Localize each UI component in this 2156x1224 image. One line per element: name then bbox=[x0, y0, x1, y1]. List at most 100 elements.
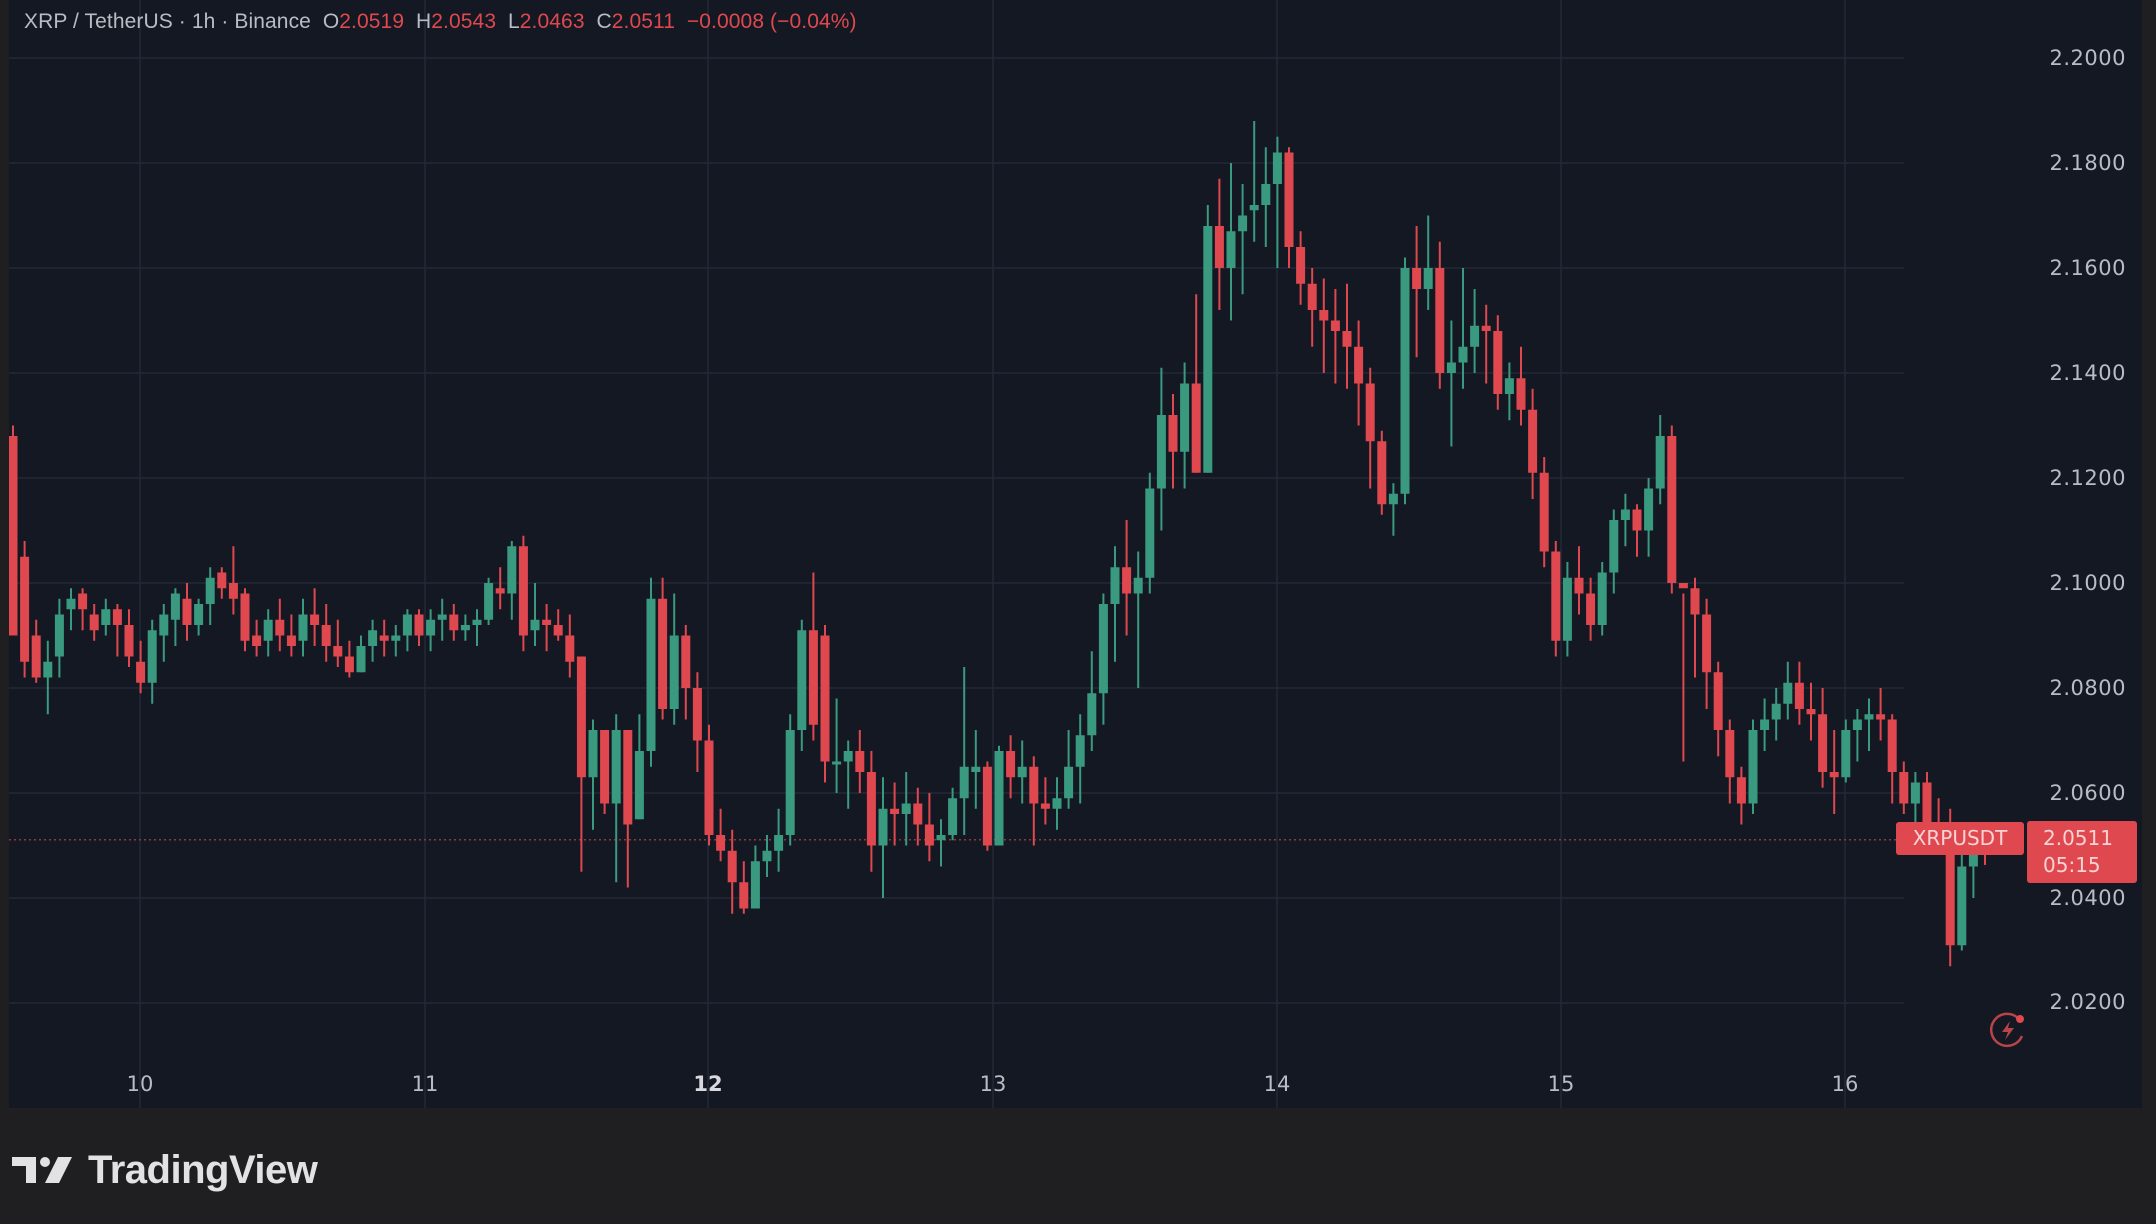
candle-body bbox=[402, 614, 412, 636]
candle-body bbox=[356, 646, 366, 673]
price-tick: 2.1200 bbox=[2049, 466, 2126, 490]
candle-body bbox=[217, 572, 227, 589]
candle-body bbox=[1852, 719, 1862, 730]
candle-body bbox=[472, 619, 482, 625]
low-value: 2.0463 bbox=[519, 10, 585, 33]
symbol-name[interactable]: XRP / TetherUS bbox=[24, 10, 173, 33]
candle-body bbox=[1644, 488, 1654, 531]
candle-body bbox=[936, 835, 946, 841]
price-tick: 2.2000 bbox=[2049, 46, 2126, 70]
chart-panel[interactable] bbox=[9, 0, 2142, 1108]
lightning-alert-icon[interactable] bbox=[1988, 1010, 2028, 1050]
candle-body bbox=[669, 635, 679, 709]
candle-body bbox=[1818, 714, 1828, 772]
candle-body bbox=[20, 556, 30, 662]
candle-body bbox=[1922, 782, 1932, 825]
candle-body bbox=[1272, 152, 1282, 184]
time-tick: 14 bbox=[1263, 1072, 1291, 1096]
logo-text: TradingView bbox=[88, 1147, 318, 1192]
candle-body bbox=[1539, 472, 1549, 552]
candle-body bbox=[1191, 383, 1201, 473]
candle-body bbox=[78, 593, 88, 610]
candle-body bbox=[1458, 346, 1468, 363]
candle-body bbox=[101, 609, 111, 625]
price-tick: 2.1600 bbox=[2049, 256, 2126, 280]
candle-body bbox=[1365, 383, 1375, 442]
candle-body bbox=[890, 808, 900, 814]
candle-body bbox=[31, 635, 41, 678]
candle-body bbox=[66, 598, 76, 610]
high-value: 2.0543 bbox=[431, 10, 497, 33]
candle-body bbox=[194, 604, 204, 625]
candle-body bbox=[727, 850, 737, 883]
candle-body bbox=[1400, 268, 1410, 494]
candle-body bbox=[240, 593, 250, 641]
candle-body bbox=[449, 614, 459, 631]
candle-body bbox=[437, 614, 447, 620]
candle-body bbox=[994, 751, 1004, 846]
candle-body bbox=[1006, 751, 1016, 778]
candle-body bbox=[1748, 730, 1758, 804]
candle-body bbox=[1945, 829, 1955, 946]
interval[interactable]: 1h bbox=[191, 10, 216, 33]
candle-body bbox=[159, 614, 169, 636]
candle-body bbox=[1064, 766, 1074, 799]
price-tick: 2.0400 bbox=[2049, 886, 2126, 910]
candle-body bbox=[1586, 593, 1596, 625]
candle-body bbox=[1110, 567, 1120, 604]
candle-body bbox=[275, 619, 285, 636]
candle-body bbox=[1168, 415, 1178, 452]
candle-body bbox=[147, 630, 157, 683]
candle-body bbox=[1620, 509, 1630, 520]
price-tick: 2.1800 bbox=[2049, 151, 2126, 175]
candle-body bbox=[913, 803, 923, 825]
candle-body bbox=[1771, 703, 1781, 720]
candle-body bbox=[1180, 383, 1190, 452]
candle-body bbox=[1574, 577, 1584, 594]
candle-body bbox=[426, 619, 436, 636]
close-label: C bbox=[596, 10, 612, 33]
candle-body bbox=[600, 730, 610, 804]
candle-body bbox=[542, 619, 552, 625]
candle-body bbox=[1330, 320, 1340, 331]
open-label: O bbox=[322, 10, 340, 33]
candle-body bbox=[797, 630, 807, 730]
price-tick: 2.0800 bbox=[2049, 676, 2126, 700]
candle-body bbox=[1876, 714, 1886, 720]
candle-body bbox=[588, 730, 598, 778]
candle-body bbox=[1087, 693, 1097, 736]
candle-body bbox=[414, 614, 424, 636]
candle-body bbox=[1528, 409, 1538, 473]
candle-body bbox=[1655, 436, 1665, 489]
candle-body bbox=[843, 751, 853, 762]
candle-body bbox=[982, 766, 992, 846]
candle-body bbox=[286, 635, 296, 646]
candle-body bbox=[948, 798, 958, 835]
candle-body bbox=[89, 614, 99, 631]
candle-body bbox=[1214, 226, 1224, 268]
candle-body bbox=[1342, 331, 1352, 347]
candle-body bbox=[1899, 772, 1909, 804]
candle-body bbox=[1354, 346, 1364, 384]
candle-body bbox=[1841, 730, 1851, 778]
candle-body bbox=[785, 730, 795, 835]
candle-body bbox=[866, 772, 876, 846]
candle-body bbox=[263, 619, 273, 641]
candle-body bbox=[1388, 493, 1398, 505]
candlestick-plot[interactable] bbox=[9, 0, 2142, 1108]
price-tick: 2.1000 bbox=[2049, 571, 2126, 595]
time-tick: 15 bbox=[1547, 1072, 1575, 1096]
candle-body bbox=[1122, 567, 1132, 594]
tradingview-logo[interactable]: TradingView bbox=[12, 1147, 318, 1192]
candle-body bbox=[1261, 184, 1271, 205]
candle-body bbox=[112, 609, 122, 625]
price-tick: 2.0600 bbox=[2049, 781, 2126, 805]
candle-body bbox=[1319, 310, 1329, 321]
candle-body bbox=[1516, 378, 1526, 410]
candle-body bbox=[1562, 577, 1572, 641]
candle-body bbox=[321, 625, 331, 646]
candle-body bbox=[820, 635, 830, 762]
candle-body bbox=[1690, 588, 1700, 615]
candle-body bbox=[1098, 604, 1108, 694]
symbol-price-label: XRPUSDT bbox=[1896, 822, 2024, 855]
